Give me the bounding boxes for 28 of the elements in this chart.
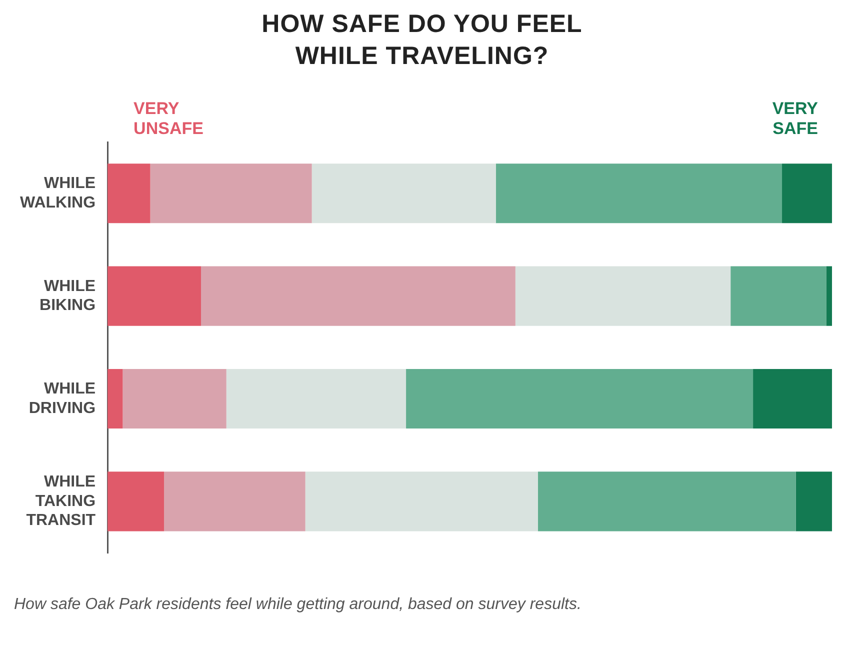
bar bbox=[496, 164, 782, 224]
bar bbox=[108, 472, 164, 532]
chart-title: HOW SAFE DO YOU FEEL WHILE TRAVELING? bbox=[260, 9, 584, 72]
bar bbox=[226, 368, 406, 429]
bar bbox=[122, 368, 226, 429]
bar bbox=[108, 368, 123, 429]
bar bbox=[538, 472, 796, 532]
bar bbox=[796, 472, 832, 532]
y-tick-label: WHILE BIKING bbox=[40, 278, 96, 314]
bar bbox=[826, 266, 832, 326]
text: How safe Oak Park residents feel while getting around, based on survey results. bbox=[14, 596, 582, 614]
bar bbox=[730, 266, 826, 326]
text: VERY SAFE bbox=[772, 99, 819, 138]
bar bbox=[782, 164, 832, 224]
bar bbox=[753, 368, 832, 429]
bar bbox=[305, 472, 538, 532]
bar bbox=[108, 164, 150, 224]
bar bbox=[406, 368, 754, 429]
bar bbox=[150, 164, 312, 224]
y-tick-label: WHILE WALKING bbox=[20, 175, 96, 212]
bar bbox=[201, 266, 516, 326]
y-tick-label: WHILE DRIVING bbox=[28, 380, 96, 417]
bar bbox=[164, 472, 306, 532]
bar bbox=[515, 266, 731, 326]
y-tick-label: WHILE TAKING TRANSIT bbox=[26, 474, 96, 530]
bar bbox=[108, 266, 201, 326]
bar bbox=[312, 164, 496, 224]
text: VERY UNSAFE bbox=[134, 99, 204, 138]
